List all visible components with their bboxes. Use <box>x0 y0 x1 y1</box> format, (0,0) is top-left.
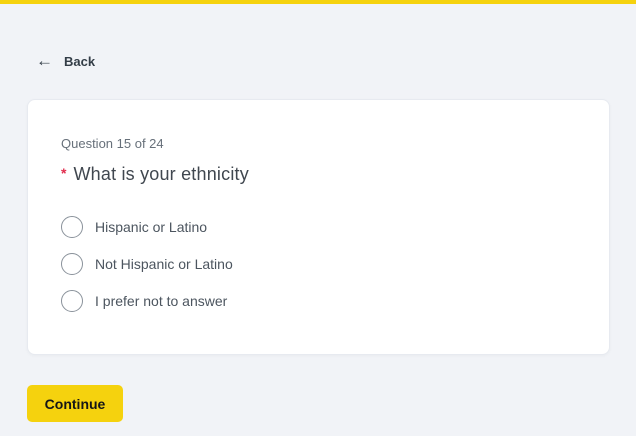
radio-button-icon[interactable] <box>61 253 83 275</box>
continue-button[interactable]: Continue <box>27 385 123 422</box>
question-title-row: * What is your ethnicity <box>61 164 576 185</box>
radio-option-prefer-not-to-answer[interactable]: I prefer not to answer <box>61 290 576 312</box>
back-arrow-icon: ← <box>36 51 53 70</box>
top-accent-bar <box>0 0 636 4</box>
radio-button-icon[interactable] <box>61 216 83 238</box>
radio-option-hispanic-or-latino[interactable]: Hispanic or Latino <box>61 216 576 238</box>
back-label: Back <box>64 54 96 69</box>
question-progress: Question 15 of 24 <box>61 136 164 151</box>
question-title: What is your ethnicity <box>73 164 249 184</box>
option-label: Not Hispanic or Latino <box>95 255 233 272</box>
option-label: Hispanic or Latino <box>95 218 208 235</box>
radio-button-icon[interactable] <box>61 290 83 312</box>
option-label: I prefer not to answer <box>95 292 228 309</box>
back-link[interactable]: ← Back <box>36 51 96 70</box>
options-group: Hispanic or Latino Not Hispanic or Latin… <box>61 216 576 312</box>
radio-option-not-hispanic-or-latino[interactable]: Not Hispanic or Latino <box>61 253 576 275</box>
required-asterisk: * <box>61 165 67 181</box>
question-card: Question 15 of 24 * What is your ethnici… <box>27 99 610 355</box>
